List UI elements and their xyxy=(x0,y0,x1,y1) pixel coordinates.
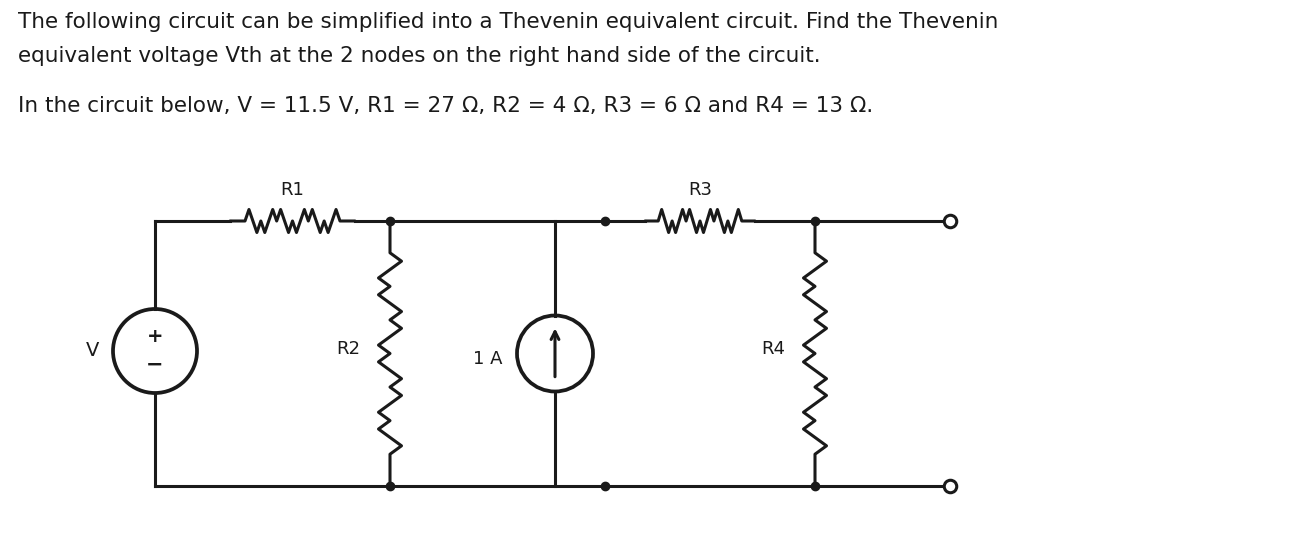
Text: R2: R2 xyxy=(336,340,360,358)
Text: R3: R3 xyxy=(688,181,712,199)
Text: equivalent voltage Vth at the 2 nodes on the right hand side of the circuit.: equivalent voltage Vth at the 2 nodes on… xyxy=(18,46,820,66)
Text: In the circuit below, V = 11.5 V, R1 = 27 Ω, R2 = 4 Ω, R3 = 6 Ω and R4 = 13 Ω.: In the circuit below, V = 11.5 V, R1 = 2… xyxy=(18,96,874,116)
Text: The following circuit can be simplified into a Thevenin equivalent circuit. Find: The following circuit can be simplified … xyxy=(18,12,998,32)
Text: 1 A: 1 A xyxy=(473,350,504,368)
Text: +: + xyxy=(146,327,164,346)
Text: R4: R4 xyxy=(761,340,785,358)
Text: V: V xyxy=(86,341,99,360)
Text: R1: R1 xyxy=(280,181,305,199)
Text: −: − xyxy=(146,355,164,375)
